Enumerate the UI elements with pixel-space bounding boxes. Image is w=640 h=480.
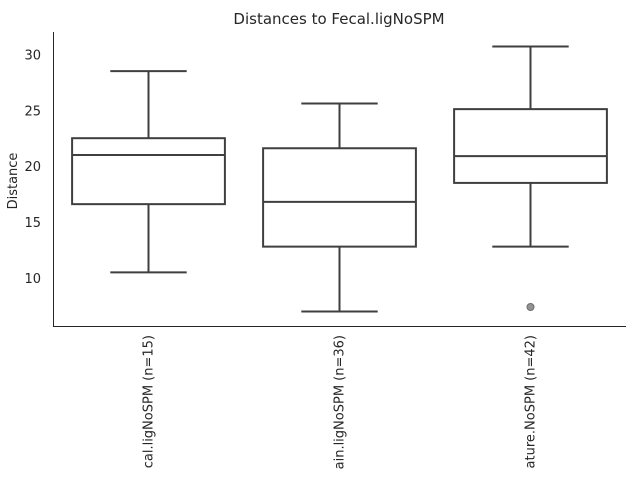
chart-title: Distances to Fecal.ligNoSPM xyxy=(233,10,444,28)
x-category-labels: cal.ligNoSPM (n=15) ain.ligNoSPM (n=36) at… xyxy=(142,335,539,469)
iqr-box xyxy=(71,137,226,206)
y-tick-label: 15 xyxy=(24,216,41,231)
outlier-point xyxy=(526,302,535,311)
iqr-box xyxy=(453,108,608,184)
box-plots xyxy=(71,45,608,313)
y-tick-label: 30 xyxy=(24,48,41,63)
y-tick-label: 20 xyxy=(24,160,41,175)
y-axis-label: Distance xyxy=(6,153,21,210)
box-group xyxy=(71,70,226,274)
y-tick-label: 25 xyxy=(24,104,41,119)
x-category-label: ature.NoSPM (n=42) xyxy=(524,335,539,468)
x-category-label: cal.ligNoSPM (n=15) xyxy=(142,335,157,468)
y-tick-label: 10 xyxy=(24,272,41,287)
x-category-label: ain.ligNoSPM (n=36) xyxy=(333,335,348,469)
y-ticks: 10 15 20 25 30 xyxy=(24,48,41,287)
box-group xyxy=(453,45,608,311)
iqr-box xyxy=(262,147,417,248)
box-group xyxy=(262,102,417,313)
